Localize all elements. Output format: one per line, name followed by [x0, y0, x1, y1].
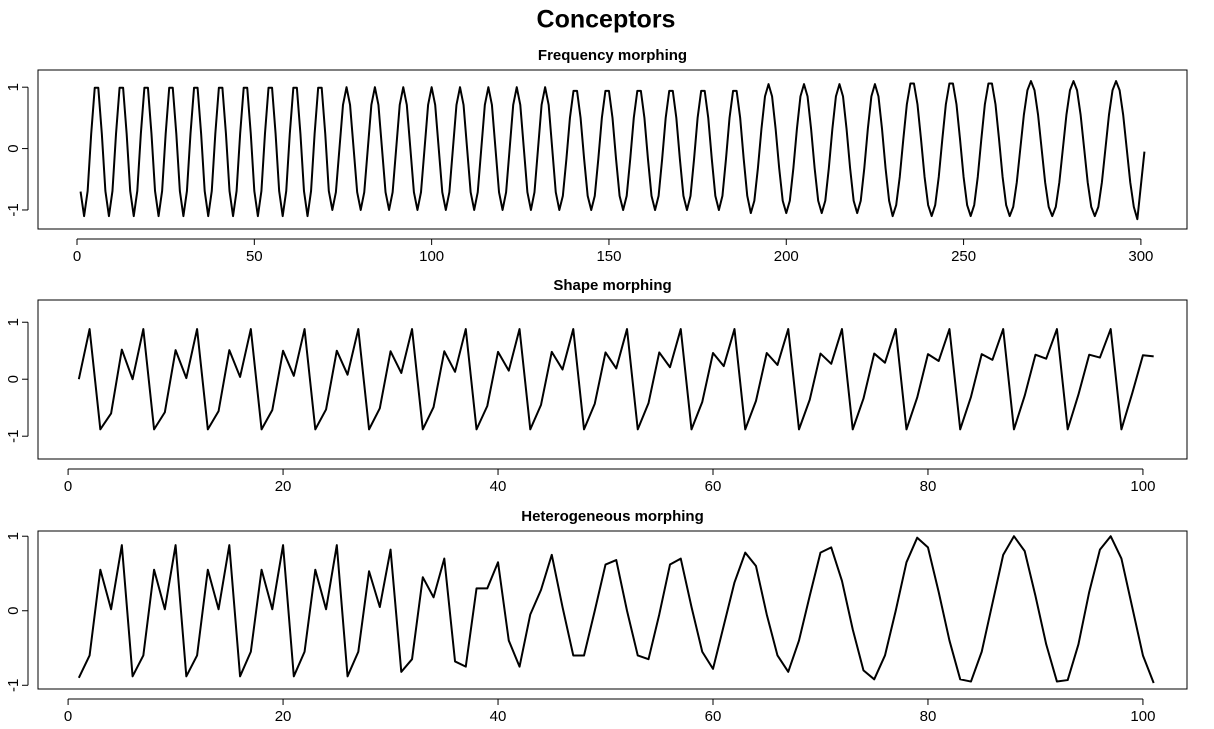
x-tick-label: 50	[246, 248, 263, 265]
data-line	[77, 328, 1154, 431]
x-tick-label: 40	[490, 478, 507, 495]
x-tick-label: 100	[419, 248, 444, 265]
x-tick-label: 100	[1130, 478, 1155, 495]
y-tick-label: -1	[5, 203, 22, 216]
x-tick-label: 200	[774, 248, 799, 265]
x-tick-label: 20	[275, 708, 292, 725]
y-tick-label: 1	[5, 532, 22, 540]
data-line	[79, 80, 1146, 221]
x-tick-label: 0	[73, 248, 81, 265]
panel-title: Shape morphing	[553, 277, 671, 294]
y-tick-label: 0	[5, 144, 22, 152]
x-tick-label: 300	[1128, 248, 1153, 265]
panel-title: Heterogeneous morphing	[521, 508, 704, 525]
x-tick-label: 0	[64, 478, 72, 495]
figure-title: Conceptors	[537, 6, 676, 34]
x-tick-label: 100	[1130, 708, 1155, 725]
panel-title: Frequency morphing	[538, 47, 687, 64]
x-tick-label: 250	[951, 248, 976, 265]
plot-box	[37, 69, 1188, 230]
x-tick-label: 80	[920, 708, 937, 725]
x-tick-label: 60	[705, 478, 722, 495]
plot-box	[37, 530, 1188, 690]
y-tick-label: 0	[5, 375, 22, 383]
y-tick-label: -1	[5, 679, 22, 692]
data-line	[77, 535, 1155, 684]
y-tick-label: 0	[5, 607, 22, 615]
x-tick-label: 20	[275, 478, 292, 495]
y-tick-label: 1	[5, 318, 22, 326]
plot-box	[37, 299, 1188, 460]
x-tick-label: 80	[920, 478, 937, 495]
y-tick-label: 1	[5, 83, 22, 91]
x-tick-label: 0	[64, 708, 72, 725]
x-tick-label: 150	[596, 248, 621, 265]
x-tick-label: 60	[705, 708, 722, 725]
y-tick-label: -1	[5, 430, 22, 443]
x-tick-label: 40	[490, 708, 507, 725]
